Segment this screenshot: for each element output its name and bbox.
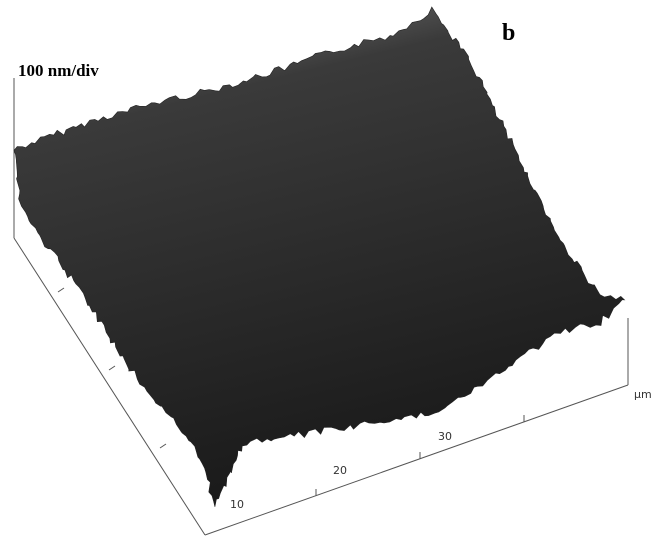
z-scale-label: 100 nm/div — [18, 61, 99, 80]
afm-figure: b 100 nm/div 10 20 30 µm — [0, 0, 652, 542]
x-tick-label: 20 — [333, 464, 347, 477]
page: b 100 nm/div 10 20 30 µm (() => { const … — [0, 0, 652, 542]
x-tick-label: 10 — [230, 498, 244, 511]
x-unit-label: µm — [634, 388, 652, 401]
panel-label: b — [502, 20, 515, 46]
tick — [160, 444, 166, 448]
surface — [14, 7, 625, 507]
tick — [109, 366, 115, 370]
tick — [58, 288, 64, 292]
x-tick-label: 30 — [438, 430, 452, 443]
